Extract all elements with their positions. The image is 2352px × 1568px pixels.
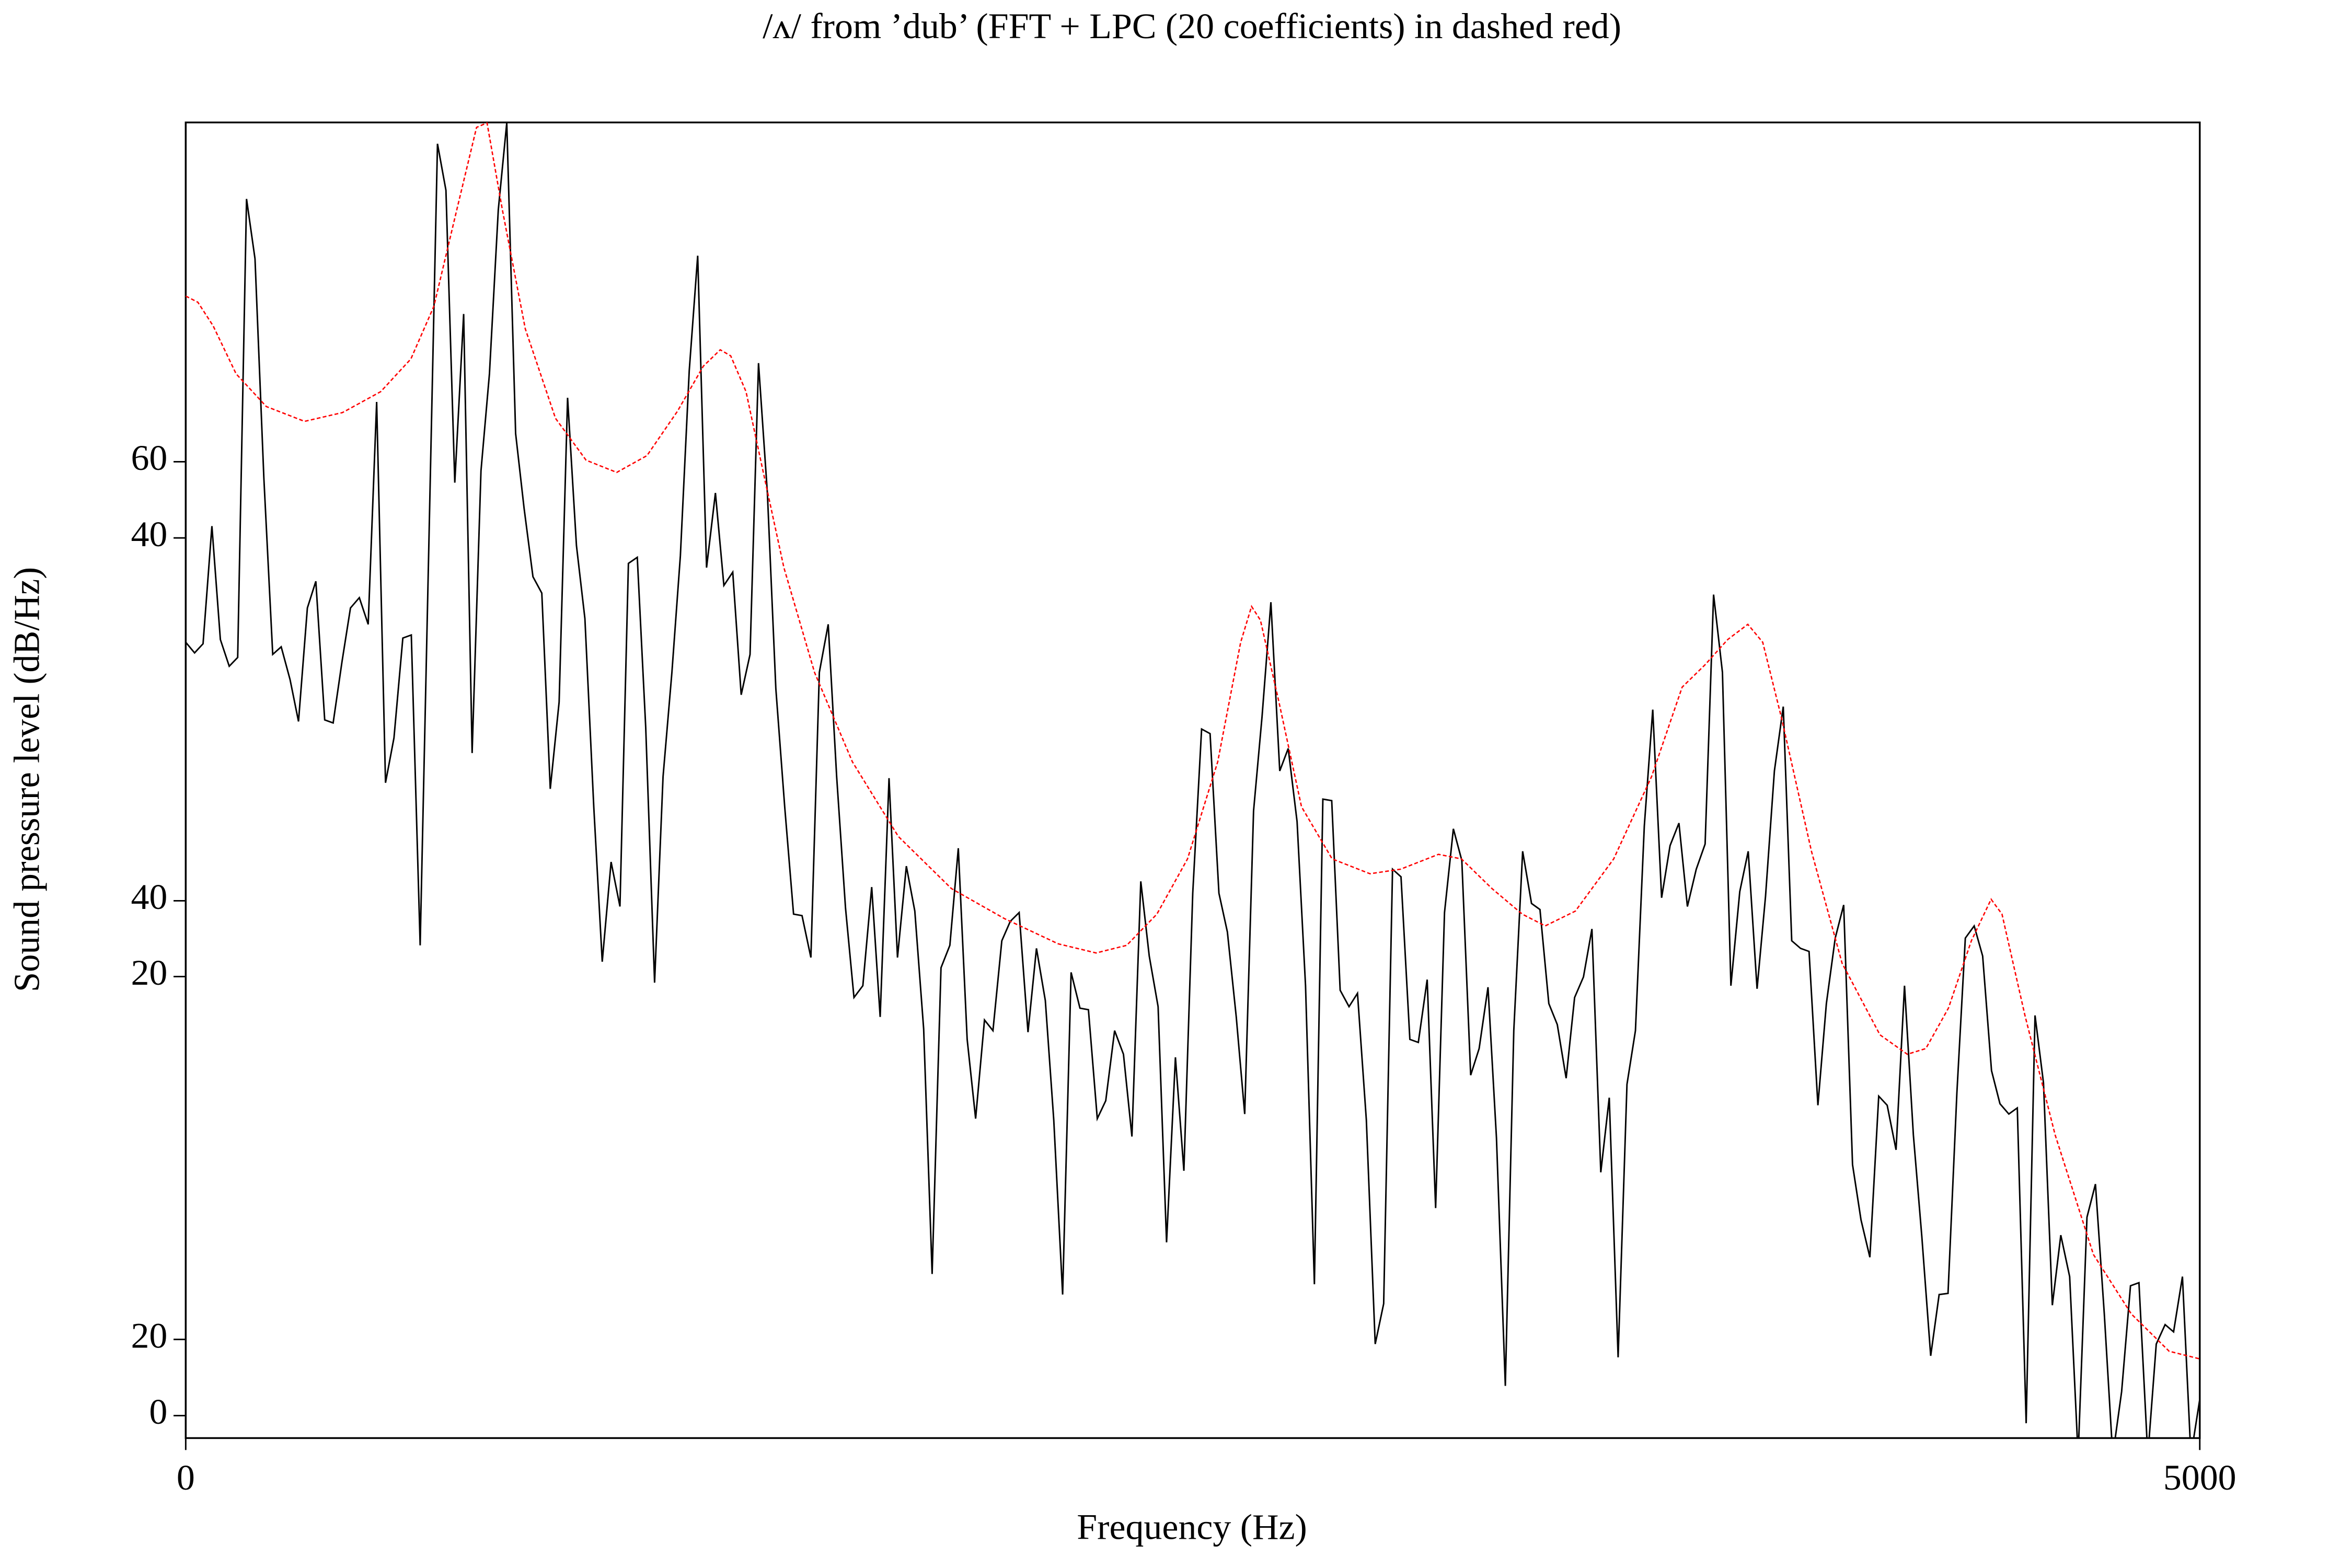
- y-tick-label: 0: [149, 1392, 167, 1432]
- plot-frame: [185, 121, 2201, 1439]
- y-tick-label: 60: [131, 438, 167, 478]
- x-tick-label: 5000: [2163, 1458, 2236, 1497]
- chart-title: /ʌ/ from ’dub’ (FFT + LPC (20 coefficien…: [763, 6, 1621, 45]
- x-tick-label: 0: [177, 1458, 195, 1497]
- series-line: [186, 122, 2200, 1438]
- x-axis-label: Frequency (Hz): [1077, 1507, 1307, 1547]
- series-line: [186, 122, 2200, 1360]
- y-tick-label: 20: [131, 1316, 167, 1355]
- y-axis-label: Sound pressure level (dB/Hz): [6, 567, 47, 992]
- y-tick-label: 40: [131, 514, 167, 554]
- y-tick-label: 40: [131, 877, 167, 917]
- y-tick-label: 20: [131, 953, 167, 993]
